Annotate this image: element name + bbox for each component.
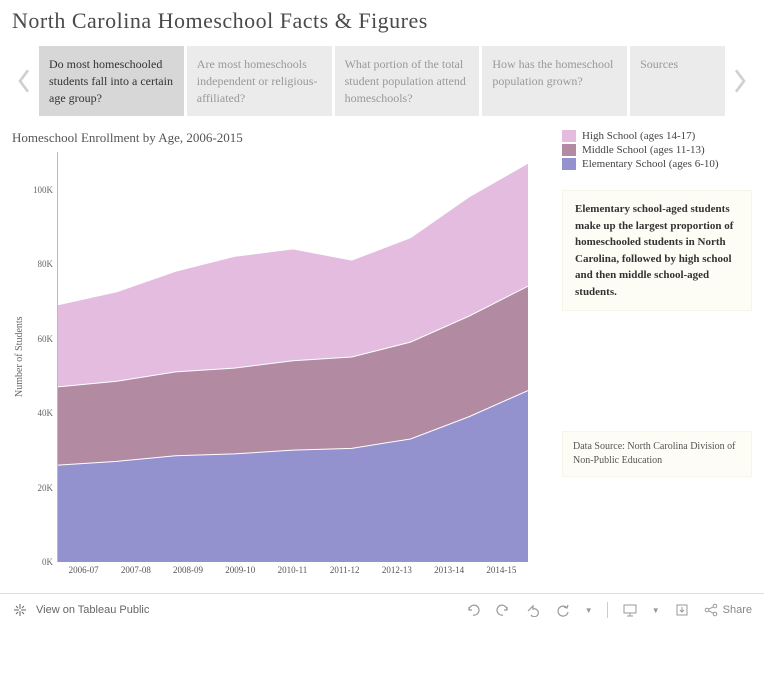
footer-divider xyxy=(607,602,608,618)
tableau-logo-icon xyxy=(12,602,28,618)
legend-label: Middle School (ages 11-13) xyxy=(582,144,705,156)
tab-1[interactable]: Are most homeschools independent or reli… xyxy=(187,46,332,116)
legend-item[interactable]: High School (ages 14-17) xyxy=(562,130,752,142)
xtick-label: 2014-15 xyxy=(476,562,528,575)
chart-title: Homeschool Enrollment by Age, 2006-2015 xyxy=(12,130,552,146)
ytick-label: 60K xyxy=(38,334,54,344)
download-icon[interactable] xyxy=(674,602,690,618)
tab-4[interactable]: Sources xyxy=(630,46,725,116)
tabs-container: Do most homeschooled students fall into … xyxy=(39,46,725,116)
ytick-label: 100K xyxy=(33,185,53,195)
ytick-label: 40K xyxy=(38,408,54,418)
chart-plot xyxy=(57,152,527,562)
tab-2[interactable]: What portion of the total student popula… xyxy=(335,46,480,116)
legend-swatch xyxy=(562,158,576,170)
y-axis-label: Number of Students xyxy=(12,152,27,562)
footer-toolbar: View on Tableau Public ▼ ▼ Share xyxy=(0,593,764,626)
prev-arrow[interactable] xyxy=(12,46,36,116)
tabs-row: Do most homeschooled students fall into … xyxy=(12,46,752,116)
view-on-tableau-link[interactable]: View on Tableau Public xyxy=(36,604,149,616)
xtick-label: 2008-09 xyxy=(162,562,214,575)
ytick-label: 20K xyxy=(38,483,54,493)
refresh-dropdown-icon[interactable]: ▼ xyxy=(585,606,593,615)
x-axis: 2006-072007-082008-092009-102010-112011-… xyxy=(58,562,528,575)
y-axis: 100K80K60K40K20K0K xyxy=(27,152,57,562)
legend-label: Elementary School (ages 6-10) xyxy=(582,158,719,170)
ytick-label: 80K xyxy=(38,259,54,269)
xtick-label: 2010-11 xyxy=(267,562,319,575)
tab-0[interactable]: Do most homeschooled students fall into … xyxy=(39,46,184,116)
xtick-label: 2009-10 xyxy=(215,562,267,575)
legend: High School (ages 14-17) Middle School (a… xyxy=(562,130,752,170)
legend-item[interactable]: Elementary School (ages 6-10) xyxy=(562,158,752,170)
xtick-label: 2012-13 xyxy=(371,562,423,575)
xtick-label: 2007-08 xyxy=(110,562,162,575)
revert-icon[interactable] xyxy=(525,602,541,618)
tab-3[interactable]: How has the homeschool population grown? xyxy=(482,46,627,116)
xtick-label: 2013-14 xyxy=(424,562,476,575)
data-source-text: Data Source: North Carolina Division of … xyxy=(562,431,752,477)
share-button[interactable]: Share xyxy=(704,603,752,617)
annotation-text: Elementary school-aged students make up … xyxy=(562,190,752,311)
presentation-dropdown-icon[interactable]: ▼ xyxy=(652,606,660,615)
refresh-icon[interactable] xyxy=(555,602,571,618)
legend-swatch xyxy=(562,144,576,156)
page-title: North Carolina Homeschool Facts & Figure… xyxy=(12,8,752,34)
undo-icon[interactable] xyxy=(465,602,481,618)
xtick-label: 2006-07 xyxy=(58,562,110,575)
legend-item[interactable]: Middle School (ages 11-13) xyxy=(562,144,752,156)
ytick-label: 0K xyxy=(42,557,53,567)
next-arrow[interactable] xyxy=(728,46,752,116)
legend-swatch xyxy=(562,130,576,142)
redo-icon[interactable] xyxy=(495,602,511,618)
legend-label: High School (ages 14-17) xyxy=(582,130,695,142)
presentation-icon[interactable] xyxy=(622,602,638,618)
xtick-label: 2011-12 xyxy=(319,562,371,575)
